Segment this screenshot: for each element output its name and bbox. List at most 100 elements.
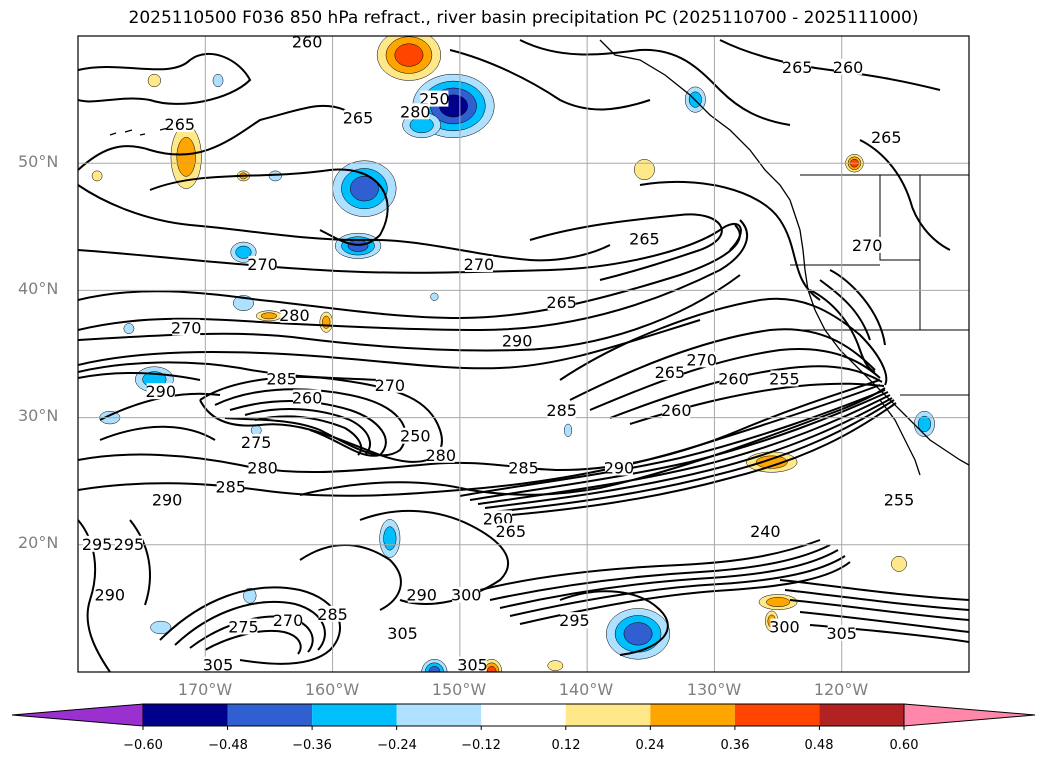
- precip-pc-blob: [891, 555, 907, 572]
- refractivity-contour: [477, 394, 891, 505]
- contour-label: 265: [655, 363, 686, 382]
- contour-label: 275: [228, 617, 259, 636]
- refractivity-contour: [78, 223, 742, 274]
- precip-pc-blob: [623, 622, 653, 646]
- contour-label-bg: [560, 612, 589, 629]
- contour-label-bg: [114, 535, 143, 552]
- precip-pc-blob: [563, 423, 573, 437]
- contour-label-bg: [770, 370, 799, 387]
- aleutian-islands: [109, 124, 189, 136]
- contour-label: 240: [750, 522, 781, 541]
- colorbar-tick: 0.36: [720, 738, 750, 753]
- contour-label: 280: [247, 458, 278, 477]
- refractivity-contour: [489, 544, 831, 601]
- colorbar-tick: 0.12: [551, 738, 581, 753]
- contour-label: 275: [241, 433, 272, 452]
- state-borders: [790, 175, 969, 331]
- contour-label-bg: [344, 109, 373, 126]
- precip-pc-blob: [123, 323, 135, 334]
- contour-label-bg: [407, 586, 436, 603]
- refractivity-contour: [789, 599, 969, 621]
- figure-title: 2025110500 F036 850 hPa refract., river …: [128, 8, 919, 28]
- refractivity-contour: [609, 365, 883, 419]
- refractivity-contour: [484, 397, 893, 509]
- contour-label-bg: [401, 427, 430, 444]
- contour-label: 280: [400, 102, 431, 121]
- refractivity-contour: [529, 213, 723, 281]
- contour-label-bg: [687, 351, 716, 368]
- precip-pc-blob: [243, 587, 257, 604]
- precip-pc-blob: [176, 137, 196, 177]
- contour-label: 270: [273, 611, 304, 630]
- contour-label: 265: [629, 230, 660, 249]
- contour-label-bg: [547, 294, 576, 311]
- precip-pc-blob: [917, 415, 931, 433]
- refractivity-contour: [859, 139, 951, 251]
- contour-label-bg: [204, 656, 233, 672]
- refractivity-contour: [779, 579, 969, 601]
- contour-label-bg: [248, 255, 277, 272]
- precip-pc-blob: [394, 43, 424, 67]
- refractivity-contour: [469, 391, 889, 501]
- contour-label: 265: [871, 128, 902, 147]
- refractivity-contour: [129, 519, 151, 606]
- refractivity-contour: [78, 361, 381, 381]
- lon-label-170w: 170°W: [177, 680, 233, 699]
- contour-label-bg: [751, 523, 780, 540]
- precip-pc-blob: [383, 526, 397, 551]
- colorbar-tick: −0.60: [123, 738, 163, 753]
- refractivity-contour: [78, 104, 346, 171]
- refractivity-contour: [784, 589, 969, 611]
- contour-label: 270: [247, 255, 278, 274]
- precip-pc-blob: [150, 620, 172, 635]
- contour-label: 290: [145, 382, 176, 401]
- contour-label: 260: [292, 32, 323, 51]
- contour-label-bg: [95, 586, 124, 603]
- colorbar-segment: [143, 704, 228, 726]
- contour-label: 270: [464, 255, 495, 274]
- precip-pc-blob: [633, 159, 655, 180]
- contour-label: 305: [457, 656, 488, 675]
- precip-pc-fill-layer: [91, 36, 935, 672]
- contour-label: 265: [782, 58, 813, 77]
- contour-label-bg: [770, 618, 799, 635]
- refractivity-contour: [559, 590, 669, 656]
- contour-label-bg: [884, 491, 913, 508]
- contour-label-bg: [172, 319, 201, 336]
- contour-label-bg: [872, 128, 901, 145]
- contour-label: 260: [718, 369, 749, 388]
- coastline-layer: [109, 39, 969, 476]
- contour-label: 260: [833, 58, 864, 77]
- precip-pc-blob: [766, 597, 791, 607]
- contour-label: 290: [95, 586, 126, 605]
- contour-label-bg: [547, 402, 576, 419]
- lon-label-120w: 120°W: [813, 680, 869, 699]
- lat-label-20n: 20°N: [18, 533, 59, 552]
- contour-label: 270: [171, 319, 202, 338]
- contour-label: 295: [114, 535, 145, 554]
- contour-label-bg: [216, 478, 245, 495]
- refractivity-contour: [174, 600, 326, 651]
- contour-label: 285: [215, 478, 246, 497]
- lat-label-30n: 30°N: [18, 406, 59, 425]
- refractivity-contour: [559, 297, 888, 386]
- refractivity-contour: [229, 400, 387, 457]
- refractivity-contour: [78, 219, 749, 332]
- contour-label-bg: [452, 586, 481, 603]
- precip-pc-blob: [212, 73, 224, 88]
- precip-pc-blob: [428, 666, 441, 672]
- contour-label-bg: [267, 370, 296, 387]
- refractivity-contour: [819, 279, 871, 341]
- contour-label: 265: [343, 109, 374, 128]
- refractivity-contour: [78, 379, 881, 474]
- contour-label-bg: [783, 58, 812, 75]
- refractivity-contour: [639, 180, 821, 301]
- contour-label-bg: [464, 255, 493, 272]
- contour-label-bg: [388, 624, 417, 641]
- colorbar-tick: −0.36: [292, 738, 332, 753]
- refractivity-contour: [799, 611, 969, 633]
- colorbar-segment: [650, 704, 735, 726]
- contour-label: 290: [152, 490, 183, 509]
- colorbar-tick: −0.12: [461, 738, 501, 753]
- refractivity-contour: [499, 402, 897, 517]
